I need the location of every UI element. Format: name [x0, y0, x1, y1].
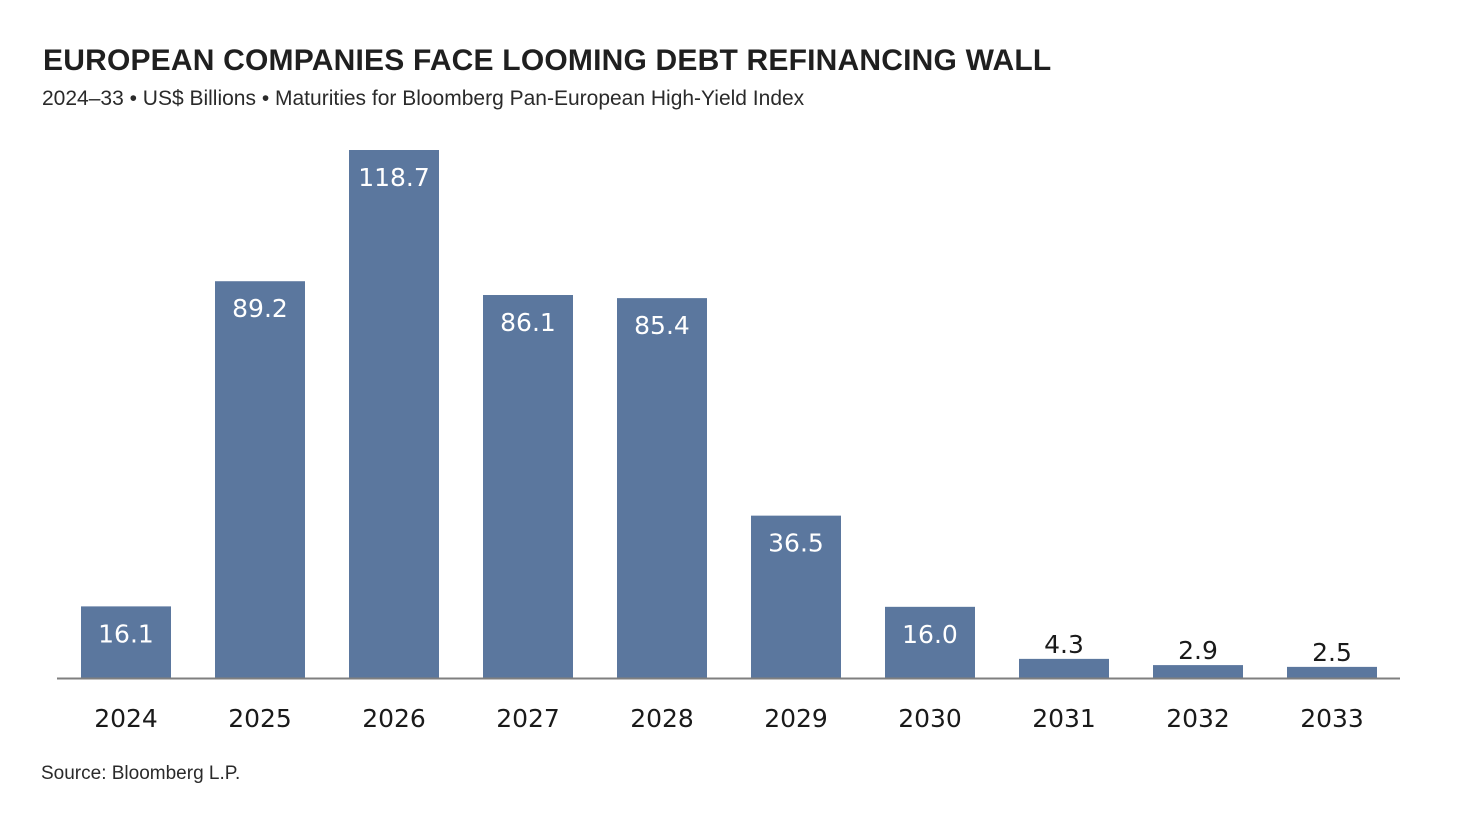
- data-label-2025: 89.2: [232, 294, 288, 323]
- x-tick-label-2024: 2024: [94, 704, 158, 733]
- data-label-2028: 85.4: [634, 311, 690, 340]
- bar-2026: [349, 150, 439, 678]
- x-tick-label-2033: 2033: [1300, 704, 1364, 733]
- bar-2031: [1019, 658, 1109, 678]
- x-tick-label-2029: 2029: [764, 704, 828, 733]
- bar-2025: [215, 281, 305, 678]
- bar-2033: [1287, 666, 1377, 678]
- data-label-2032: 2.9: [1178, 636, 1218, 665]
- data-label-2024: 16.1: [98, 619, 154, 648]
- bar-2027: [483, 295, 573, 678]
- bar-2030: [885, 606, 975, 678]
- x-tick-label-2026: 2026: [362, 704, 426, 733]
- bar-2024: [81, 606, 171, 678]
- source-note: Source: Bloomberg L.P.: [41, 763, 241, 784]
- bar-2028: [617, 298, 707, 678]
- data-label-2026: 118.7: [358, 163, 430, 192]
- bar-2029: [751, 515, 841, 678]
- x-tick-label-2027: 2027: [496, 704, 560, 733]
- data-label-2027: 86.1: [500, 308, 556, 337]
- data-label-2030: 16.0: [902, 620, 958, 649]
- x-tick-label-2032: 2032: [1166, 704, 1230, 733]
- data-label-2033: 2.5: [1312, 638, 1352, 667]
- data-label-2029: 36.5: [768, 529, 824, 558]
- x-tick-label-2030: 2030: [898, 704, 962, 733]
- chart-subtitle: 2024–33 • US$ Billions • Maturities for …: [42, 87, 805, 110]
- x-tick-label-2025: 2025: [228, 704, 292, 733]
- data-label-2031: 4.3: [1044, 630, 1084, 659]
- chart-title: EUROPEAN COMPANIES FACE LOOMING DEBT REF…: [43, 44, 1052, 77]
- x-tick-label-2031: 2031: [1032, 704, 1096, 733]
- x-tick-label-2028: 2028: [630, 704, 694, 733]
- bar-2032: [1153, 665, 1243, 678]
